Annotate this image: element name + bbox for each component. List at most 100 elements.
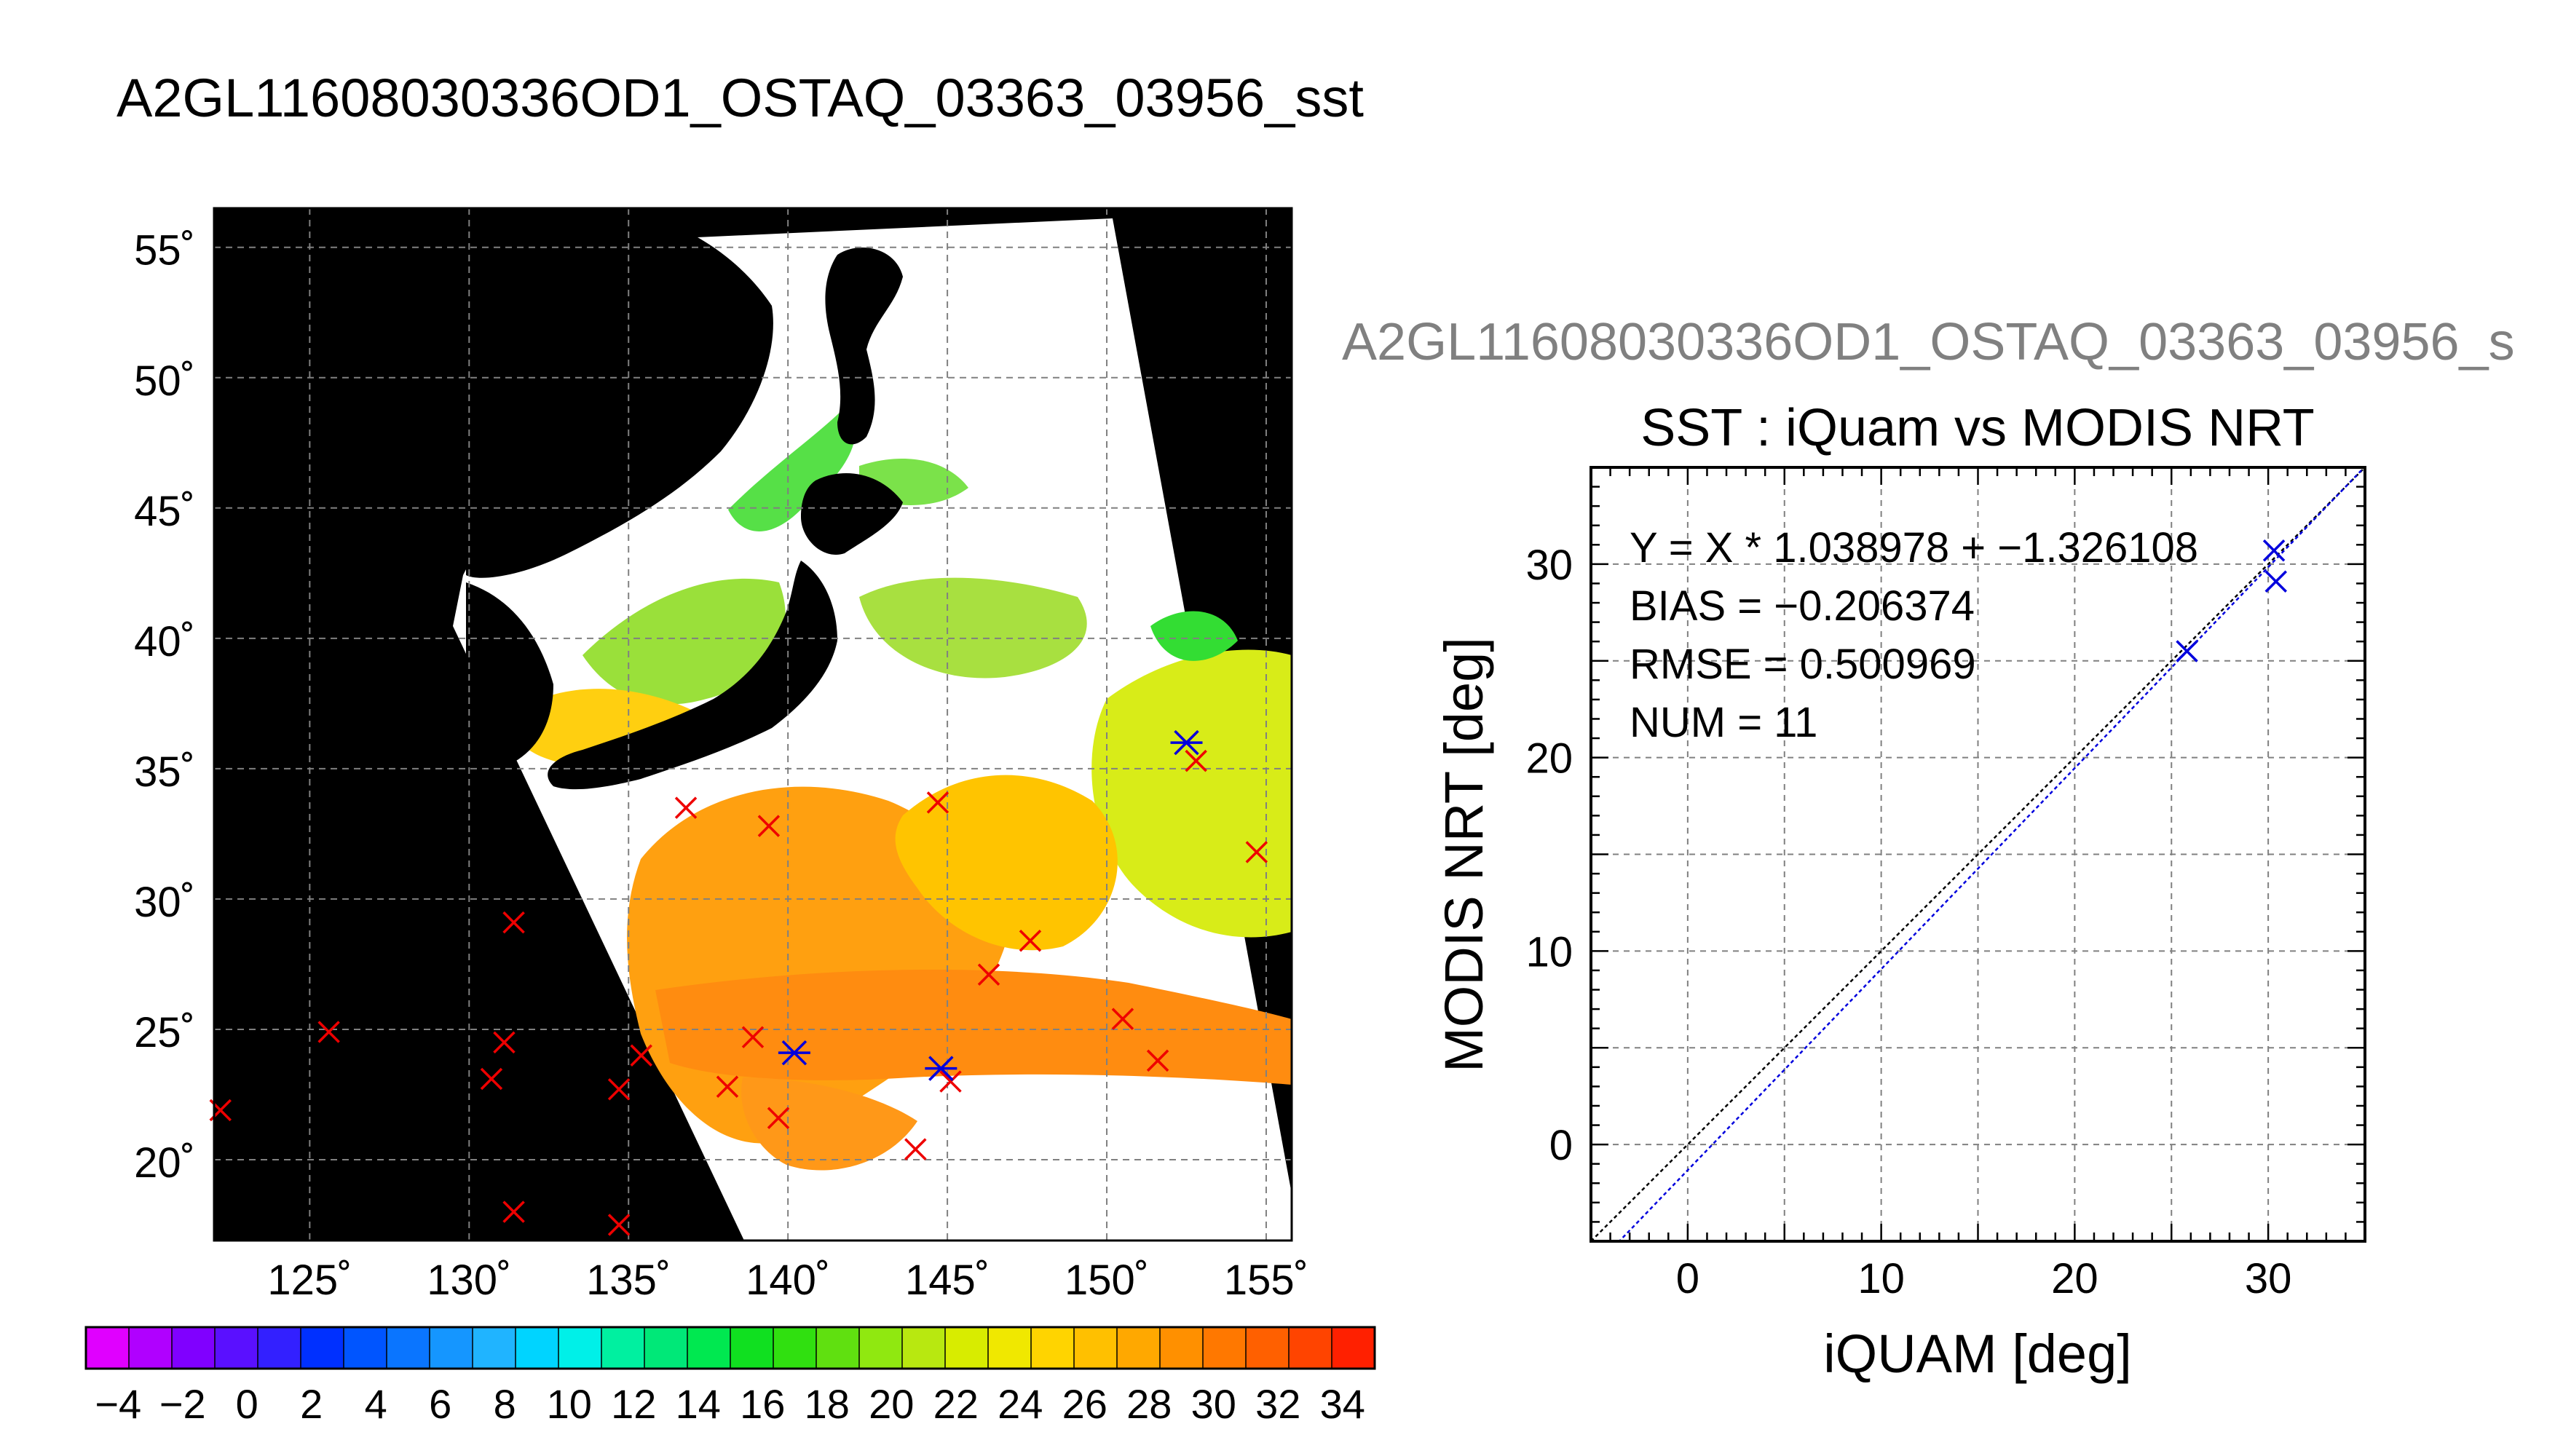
map-lon-label: 135˚ bbox=[586, 1257, 671, 1304]
red-marker bbox=[716, 1075, 739, 1098]
colorbar-label: −4 bbox=[95, 1381, 141, 1427]
colorbar-cell bbox=[1160, 1327, 1204, 1369]
colorbar-cell bbox=[387, 1327, 430, 1369]
colorbar-cell bbox=[1117, 1327, 1161, 1369]
scatter-ylabel: MODIS NRT [deg] bbox=[1434, 637, 1494, 1072]
colorbar-cell bbox=[86, 1327, 130, 1369]
scatter-stats: Y = X * 1.038978 + −1.326108 BIAS = −0.20… bbox=[1630, 524, 2198, 746]
scatter-stat-line: NUM = 11 bbox=[1630, 699, 1817, 746]
land-korea bbox=[466, 582, 553, 767]
scatter-x-tick-labels: 0 10 20 30 bbox=[1676, 1255, 2292, 1302]
scatter-plot: 0 10 20 30 0 10 20 30 Y = X * 1.038978 + −1.32… bbox=[1525, 466, 2366, 1302]
sst-patch-sea-of-japan bbox=[583, 578, 786, 705]
scatter-y-tick-label: 10 bbox=[1525, 928, 1573, 976]
sst-patch-east-green bbox=[1150, 611, 1238, 661]
colorbar-cell bbox=[1031, 1327, 1075, 1369]
colorbar-cell bbox=[473, 1327, 516, 1369]
red-marker bbox=[493, 1031, 516, 1054]
colorbar-cell bbox=[1203, 1327, 1247, 1369]
scatter-title: SST : iQuam vs MODIS NRT bbox=[1640, 399, 2315, 457]
colorbar-cell bbox=[988, 1327, 1032, 1369]
colorbar: −4 −2 0 2 4 6 8 10 12 14 16 18 20 22 24 26 28 30 32 34 bbox=[84, 1326, 1376, 1427]
map-frame bbox=[213, 207, 1293, 1242]
red-marker bbox=[1185, 749, 1207, 772]
red-marker bbox=[607, 1078, 631, 1101]
land-hokkaido bbox=[801, 473, 903, 555]
scatter-header: A2GL11608030336OD1_OSTAQ_03363_03956_s bbox=[1342, 313, 2515, 371]
scatter-x-tick-label: 30 bbox=[2245, 1255, 2292, 1302]
map-gridlines bbox=[214, 208, 1292, 1241]
colorbar-cell bbox=[945, 1327, 989, 1369]
colorbar-label: 30 bbox=[1191, 1381, 1236, 1427]
map-lon-label: 140˚ bbox=[746, 1257, 830, 1304]
red-marker bbox=[607, 1214, 631, 1236]
colorbar-label: −2 bbox=[159, 1381, 206, 1427]
colorbar-cell bbox=[1332, 1327, 1375, 1369]
colorbar-cell bbox=[172, 1327, 216, 1369]
colorbar-cell bbox=[687, 1327, 731, 1369]
red-marker bbox=[757, 815, 781, 837]
red-marker bbox=[630, 1044, 652, 1067]
red-marker bbox=[317, 1021, 340, 1043]
sst-patch-east-warm bbox=[1091, 649, 1292, 938]
colorbar-cell bbox=[558, 1327, 602, 1369]
map-lat-label: 50˚ bbox=[134, 357, 195, 405]
colorbar-cell bbox=[129, 1327, 173, 1369]
colorbar-label: 6 bbox=[429, 1381, 451, 1427]
map-lon-labels: 125˚ 130˚ 135˚ 140˚ 145˚ 150˚ 155˚ bbox=[267, 1257, 1308, 1304]
map-lat-labels: 55˚ 50˚ 45˚ 40˚ 35˚ 30˚ 25˚ 20˚ bbox=[134, 227, 195, 1187]
map-lat-label: 40˚ bbox=[134, 618, 195, 665]
land-sakhalin bbox=[825, 248, 903, 445]
scatter-point bbox=[2262, 539, 2286, 562]
scatter-xlabel: iQUAM [deg] bbox=[1823, 1324, 2132, 1384]
colorbar-label: 26 bbox=[1062, 1381, 1107, 1427]
colorbar-cell bbox=[902, 1327, 946, 1369]
colorbar-cell bbox=[1074, 1327, 1118, 1369]
scatter-x-tick-label: 0 bbox=[1676, 1255, 1699, 1302]
colorbar-label: 28 bbox=[1126, 1381, 1172, 1427]
colorbar-cell bbox=[644, 1327, 688, 1369]
scatter-y-tick-label: 30 bbox=[1525, 542, 1573, 589]
colorbar-label: 20 bbox=[869, 1381, 914, 1427]
scatter-y-tick-label: 20 bbox=[1525, 735, 1573, 783]
sst-patch-north bbox=[728, 408, 856, 531]
map-lat-label: 25˚ bbox=[134, 1009, 195, 1056]
red-marker bbox=[741, 1026, 765, 1048]
red-marker bbox=[674, 796, 698, 819]
colorbar-cell bbox=[344, 1327, 387, 1369]
scatter-stat-line: RMSE = 0.500969 bbox=[1630, 641, 1976, 688]
colorbar-cell bbox=[859, 1327, 903, 1369]
colorbar-cell bbox=[816, 1327, 860, 1369]
blue-marker bbox=[925, 1056, 957, 1081]
scatter-x-tick-label: 20 bbox=[2051, 1255, 2098, 1302]
colorbar-label: 8 bbox=[494, 1381, 516, 1427]
map-markers bbox=[209, 729, 1268, 1236]
colorbar-label: 12 bbox=[611, 1381, 656, 1427]
blue-marker bbox=[1170, 729, 1203, 756]
red-marker bbox=[480, 1067, 503, 1091]
main-title: A2GL11608030336OD1_OSTAQ_03363_03956_sst bbox=[117, 68, 1364, 128]
scatter-point bbox=[2176, 640, 2198, 662]
land-honshu bbox=[548, 561, 837, 790]
colorbar-cell bbox=[430, 1327, 473, 1369]
colorbar-cell bbox=[773, 1327, 817, 1369]
scatter-x-tick-label: 10 bbox=[1857, 1255, 1905, 1302]
colorbar-label: 18 bbox=[805, 1381, 850, 1427]
sst-patch-pacific-north bbox=[859, 577, 1087, 678]
colorbar-label: 10 bbox=[547, 1381, 592, 1427]
map-lon-label: 155˚ bbox=[1224, 1257, 1308, 1304]
red-marker bbox=[1245, 841, 1268, 863]
colorbar-label: 16 bbox=[740, 1381, 785, 1427]
sst-patch-south-yellow bbox=[895, 775, 1118, 951]
colorbar-cell bbox=[215, 1327, 258, 1369]
red-marker bbox=[502, 911, 525, 934]
scatter-y-tick-label: 0 bbox=[1549, 1122, 1573, 1169]
blue-marker bbox=[778, 1040, 810, 1066]
land-primorye bbox=[466, 218, 773, 578]
colorbar-cell bbox=[301, 1327, 344, 1369]
scatter-stat-line: BIAS = −0.206374 bbox=[1630, 582, 1975, 630]
map-lon-label: 125˚ bbox=[267, 1257, 352, 1304]
map-lat-label: 20˚ bbox=[134, 1139, 195, 1187]
map-lon-label: 150˚ bbox=[1065, 1257, 1149, 1304]
red-marker bbox=[1146, 1049, 1169, 1072]
